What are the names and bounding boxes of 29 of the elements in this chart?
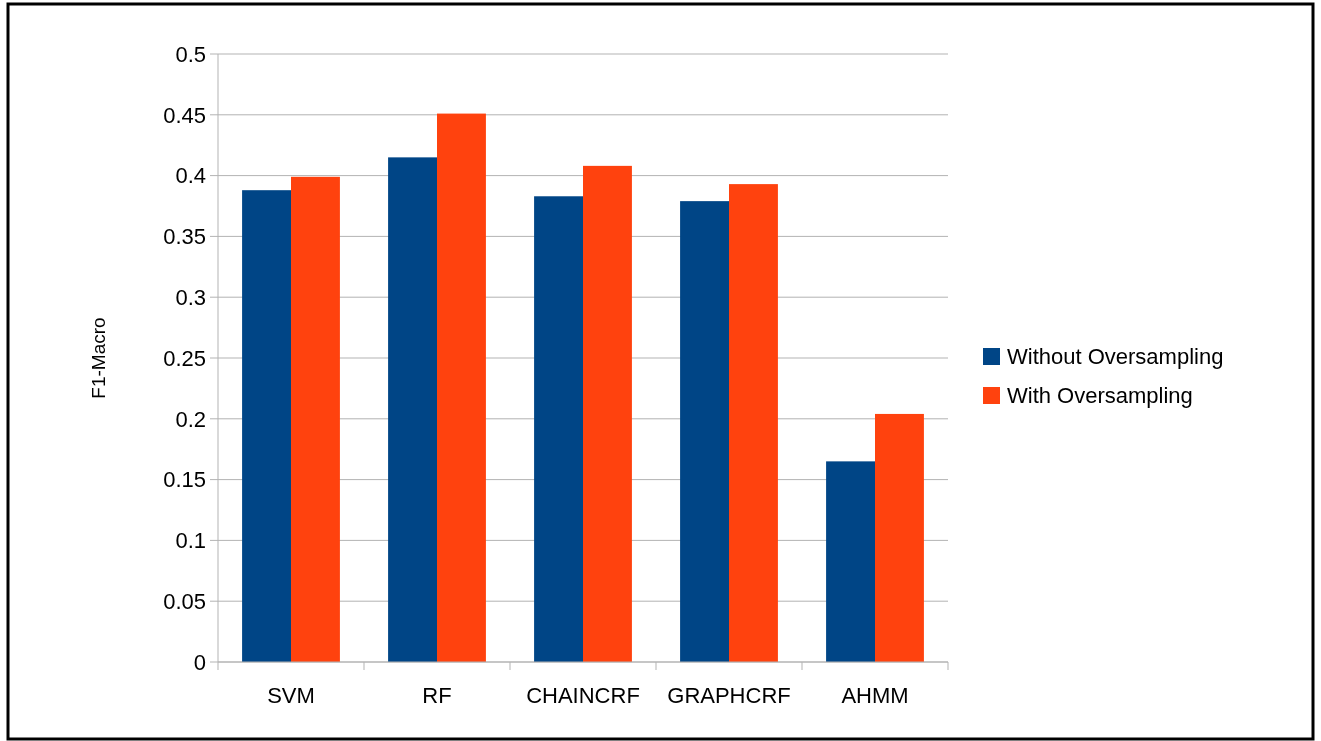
legend-label: With Oversampling	[1007, 382, 1193, 408]
y-tick-label: 0.25	[163, 345, 206, 371]
x-tick-label: AHMM	[841, 683, 909, 708]
y-tick-label: 0	[193, 649, 206, 675]
bar	[242, 190, 291, 662]
y-axis-title: F1-Macro	[88, 317, 109, 399]
y-tick-label: 0.5	[175, 41, 206, 67]
bar	[437, 113, 486, 662]
y-tick-label: 0.2	[175, 406, 206, 432]
x-tick-label: GRAPHCRF	[667, 683, 791, 708]
legend-label: Without Oversampling	[1007, 343, 1224, 369]
y-tick-label: 0.4	[175, 163, 206, 189]
bar	[729, 184, 778, 662]
x-tick-label: SVM	[267, 683, 315, 708]
y-tick-label: 0.15	[163, 467, 206, 493]
y-tick-label: 0.3	[175, 284, 206, 310]
bar	[583, 165, 632, 662]
bar	[875, 413, 924, 662]
bar	[680, 201, 729, 662]
bar	[826, 461, 875, 662]
x-tick-label: RF	[422, 683, 452, 708]
y-tick-label: 0.45	[163, 102, 206, 128]
bar	[291, 176, 340, 662]
y-tick-label: 0.35	[163, 224, 206, 250]
bar	[388, 157, 437, 662]
y-tick-label: 0.05	[163, 588, 206, 614]
x-tick-label: CHAINCRF	[526, 683, 640, 708]
bar	[534, 196, 583, 662]
y-tick-label: 0.1	[175, 528, 206, 554]
